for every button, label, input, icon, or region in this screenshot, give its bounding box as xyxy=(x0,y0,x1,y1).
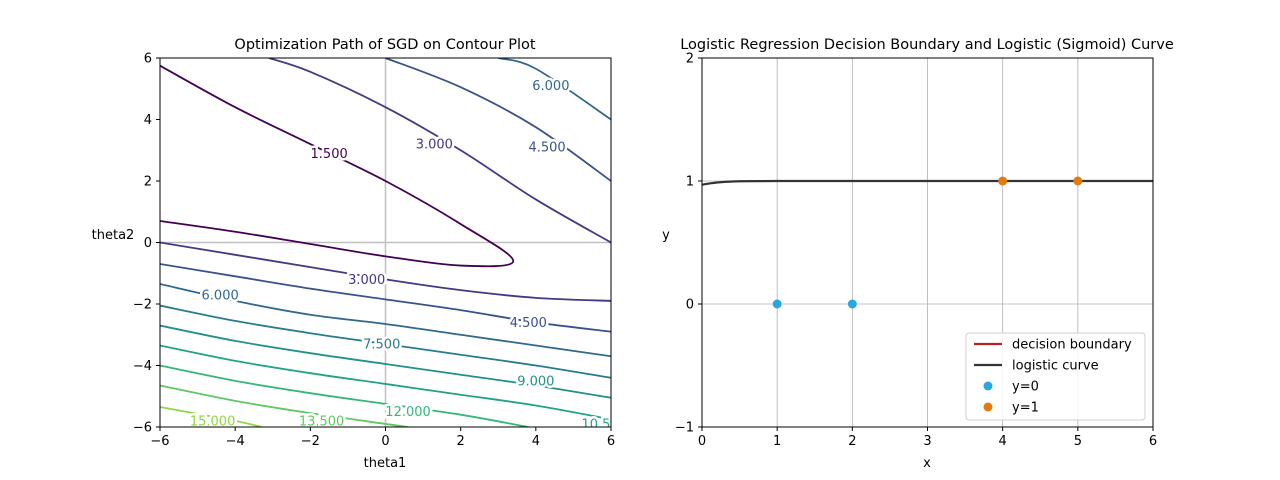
contour-label: 12.000 xyxy=(385,405,431,420)
x-axis-label: x xyxy=(923,456,931,471)
x-axis-label: theta1 xyxy=(364,456,407,471)
legend-marker-swatch xyxy=(983,402,993,412)
y-tick-label: 4 xyxy=(144,113,152,128)
y-tick-label: −1 xyxy=(675,421,694,436)
contour-line-6.000 xyxy=(160,283,611,358)
x-tick-label: 0 xyxy=(698,434,706,449)
y-tick-label: 6 xyxy=(144,52,152,67)
contour-label: 3.000 xyxy=(348,273,385,288)
logistic-chart: Logistic Regression Decision Boundary an… xyxy=(662,37,1174,471)
contour-line-4.500 xyxy=(160,263,611,333)
scatter-point xyxy=(998,176,1008,186)
y-tick-label: −4 xyxy=(133,359,152,374)
contour-label: 10.5 xyxy=(581,417,610,432)
x-tick-label: 1 xyxy=(773,434,781,449)
contour-label: 9.000 xyxy=(517,374,554,389)
x-tick-label: −4 xyxy=(226,434,245,449)
contour-lines: 1.500 3.000 4.500 6.000 3.000 6.000 4.500 7.500… xyxy=(160,58,611,432)
x-tick-label: −2 xyxy=(301,434,320,449)
x-tick-label: 4 xyxy=(532,434,540,449)
contour-label: 1.500 xyxy=(311,147,348,162)
y-axis-label: theta2 xyxy=(92,228,135,243)
contour-line-1.500 xyxy=(160,64,515,268)
contour-line-7.500 xyxy=(160,304,611,379)
contour-chart: Optimization Path of SGD on Contour Plot… xyxy=(92,37,615,471)
x-tick-label: 4 xyxy=(999,434,1007,449)
contour-label: 6.000 xyxy=(532,79,569,94)
chart-title: Logistic Regression Decision Boundary an… xyxy=(680,37,1174,53)
scatter-point xyxy=(772,299,782,309)
contour-line-13.500 xyxy=(160,384,409,427)
contour-label: 7.500 xyxy=(363,337,400,352)
legend-marker-swatch xyxy=(983,381,993,391)
x-tick-label: 6 xyxy=(1149,434,1157,449)
contour-line-3.000 xyxy=(160,241,611,302)
x-tick-label: −6 xyxy=(150,434,169,449)
y-tick-label: −2 xyxy=(133,298,152,313)
x-tick-label: 2 xyxy=(457,434,465,449)
scatter-point xyxy=(1073,176,1083,186)
contour-label: 4.500 xyxy=(510,316,547,331)
scatter-point xyxy=(847,299,857,309)
contour-line-9.000 xyxy=(160,324,611,399)
y-tick-label: −6 xyxy=(133,421,152,436)
legend-label: y=0 xyxy=(1012,380,1039,395)
contour-line-15.000 xyxy=(160,406,262,427)
y-tick-label: 0 xyxy=(686,298,694,313)
legend-label: logistic curve xyxy=(1012,359,1099,374)
legend: decision boundary logistic curve y=0 y=1 xyxy=(965,332,1146,421)
contour-line-3.000 xyxy=(268,58,611,244)
y-tick-label: 2 xyxy=(144,175,152,190)
contour-label: 3.000 xyxy=(416,138,453,153)
contour-label: 4.500 xyxy=(528,141,565,156)
contour-line-10.5 xyxy=(160,344,611,421)
y-tick-label: 0 xyxy=(144,236,152,251)
contour-line-12.000 xyxy=(160,364,529,427)
contour-line-6.000 xyxy=(498,58,611,121)
x-tick-label: 3 xyxy=(923,434,931,449)
y-tick-label: 1 xyxy=(686,175,694,190)
y-axis-label: y xyxy=(662,228,670,243)
x-tick-label: 5 xyxy=(1074,434,1082,449)
chart-title: Optimization Path of SGD on Contour Plot xyxy=(234,37,535,53)
contour-label: 15.000 xyxy=(190,414,236,429)
legend-label: y=1 xyxy=(1012,401,1039,416)
contour-line-4.500 xyxy=(385,58,611,182)
y-tick-label: 2 xyxy=(686,52,694,67)
legend-label: decision boundary xyxy=(1012,338,1132,353)
x-tick-label: 2 xyxy=(848,434,856,449)
plot-area: 1.500 3.000 4.500 6.000 3.000 6.000 4.500 7.500… xyxy=(133,52,615,450)
legend-box xyxy=(965,332,1146,421)
x-tick-label: 0 xyxy=(381,434,389,449)
x-tick-label: 6 xyxy=(607,434,615,449)
contour-label: 6.000 xyxy=(202,288,239,303)
contour-label: 13.500 xyxy=(299,414,345,429)
